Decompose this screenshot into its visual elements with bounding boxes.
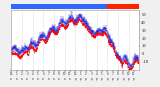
Bar <box>107 4 139 9</box>
Bar <box>11 4 107 9</box>
